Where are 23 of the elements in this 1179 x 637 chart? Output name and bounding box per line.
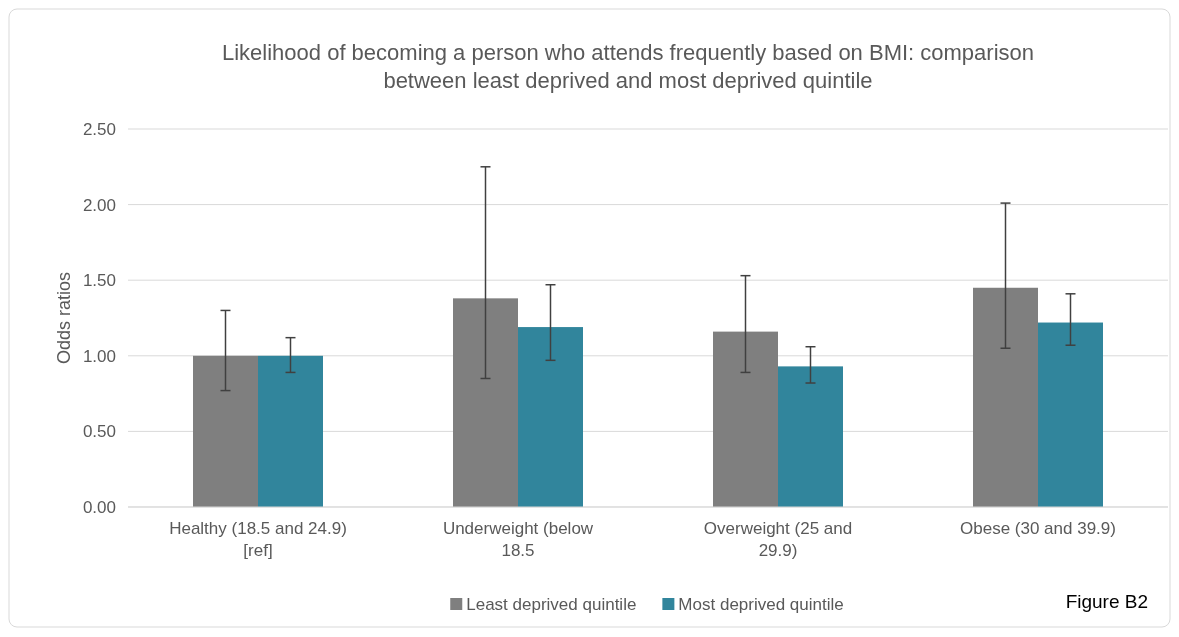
bar	[713, 331, 778, 507]
bar	[453, 298, 518, 507]
bar	[778, 366, 843, 507]
y-tick-label: 2.50	[82, 119, 116, 139]
caption: Figure B2	[1065, 591, 1148, 612]
x-tick-label: Healthy (18.5 and 24.9) [ref]	[169, 519, 347, 560]
legend-label: Least deprived quintile	[466, 595, 637, 614]
y-tick-label: 2.00	[82, 195, 116, 215]
y-tick-label: 0.50	[82, 422, 116, 442]
y-tick-label: 1.00	[82, 346, 116, 366]
bar	[1038, 322, 1103, 507]
y-tick-label: 1.50	[82, 271, 116, 291]
x-tick-label: Obese (30 and 39.9)	[960, 519, 1116, 538]
legend-label: Most deprived quintile	[678, 595, 844, 614]
x-tick-label: Underweight (below 18.5	[442, 519, 594, 560]
bar	[518, 327, 583, 507]
bar	[258, 355, 323, 507]
bar	[973, 287, 1038, 507]
y-tick-label: 0.00	[82, 497, 116, 517]
x-tick-label: Overweight (25 and 29.9)	[703, 519, 853, 560]
bar	[193, 355, 258, 507]
y-axis-title: Odds ratios	[54, 271, 74, 365]
chart-title: Likelihood of becoming a person who attends frequently based on BMI: comparison between least deprived and most deprived quintile	[221, 40, 1035, 93]
